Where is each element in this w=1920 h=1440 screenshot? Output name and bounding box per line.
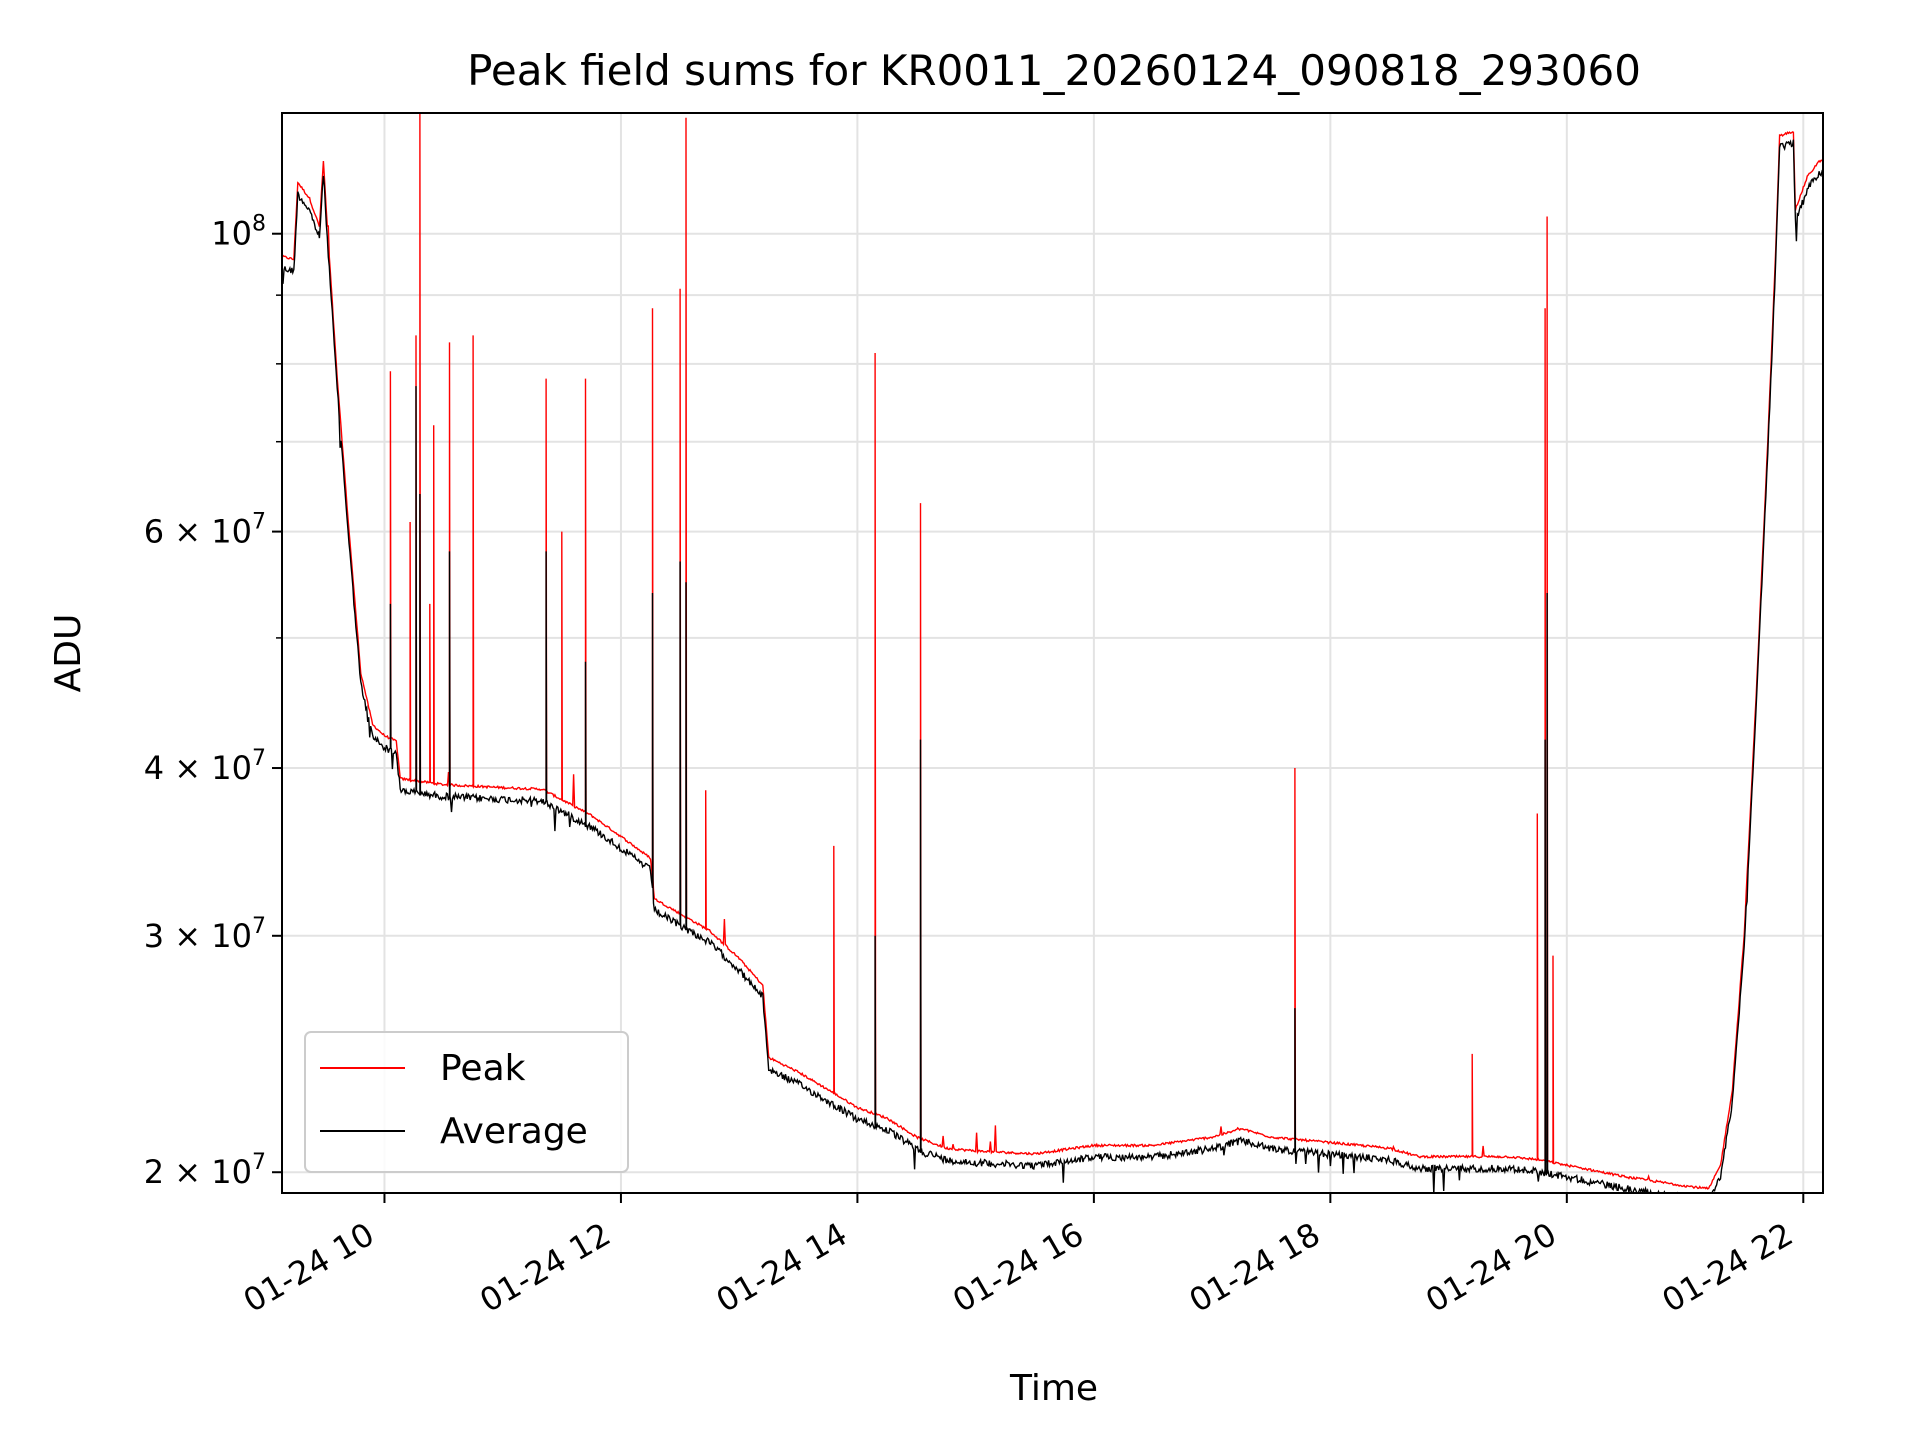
y-tick-label: 3 × 107 xyxy=(144,914,266,955)
series-average-line xyxy=(282,139,1823,1193)
y-axis: 2 × 107 3 × 107 4 × 107 6 × 107 108 xyxy=(144,212,282,1191)
grid xyxy=(282,113,1823,1193)
y-tick-label: 6 × 107 xyxy=(144,510,266,551)
plot-frame xyxy=(281,112,1824,1194)
y-tick-label: 2 × 107 xyxy=(144,1150,266,1191)
legend: Peak Average xyxy=(304,1031,629,1173)
y-tick-label: 4 × 107 xyxy=(144,746,266,787)
x-axis-label: Time xyxy=(1009,1368,1098,1409)
legend-average-label: Average xyxy=(440,1111,588,1152)
series-layer xyxy=(282,113,1823,1193)
y-tick-label: 108 xyxy=(211,212,266,253)
chart-title: Peak field sums for KR0011_20260124_0908… xyxy=(467,46,1641,95)
legend-peak-label: Peak xyxy=(440,1048,526,1089)
series-peak-line xyxy=(282,113,1823,1190)
y-axis-label: ADU xyxy=(48,614,89,693)
